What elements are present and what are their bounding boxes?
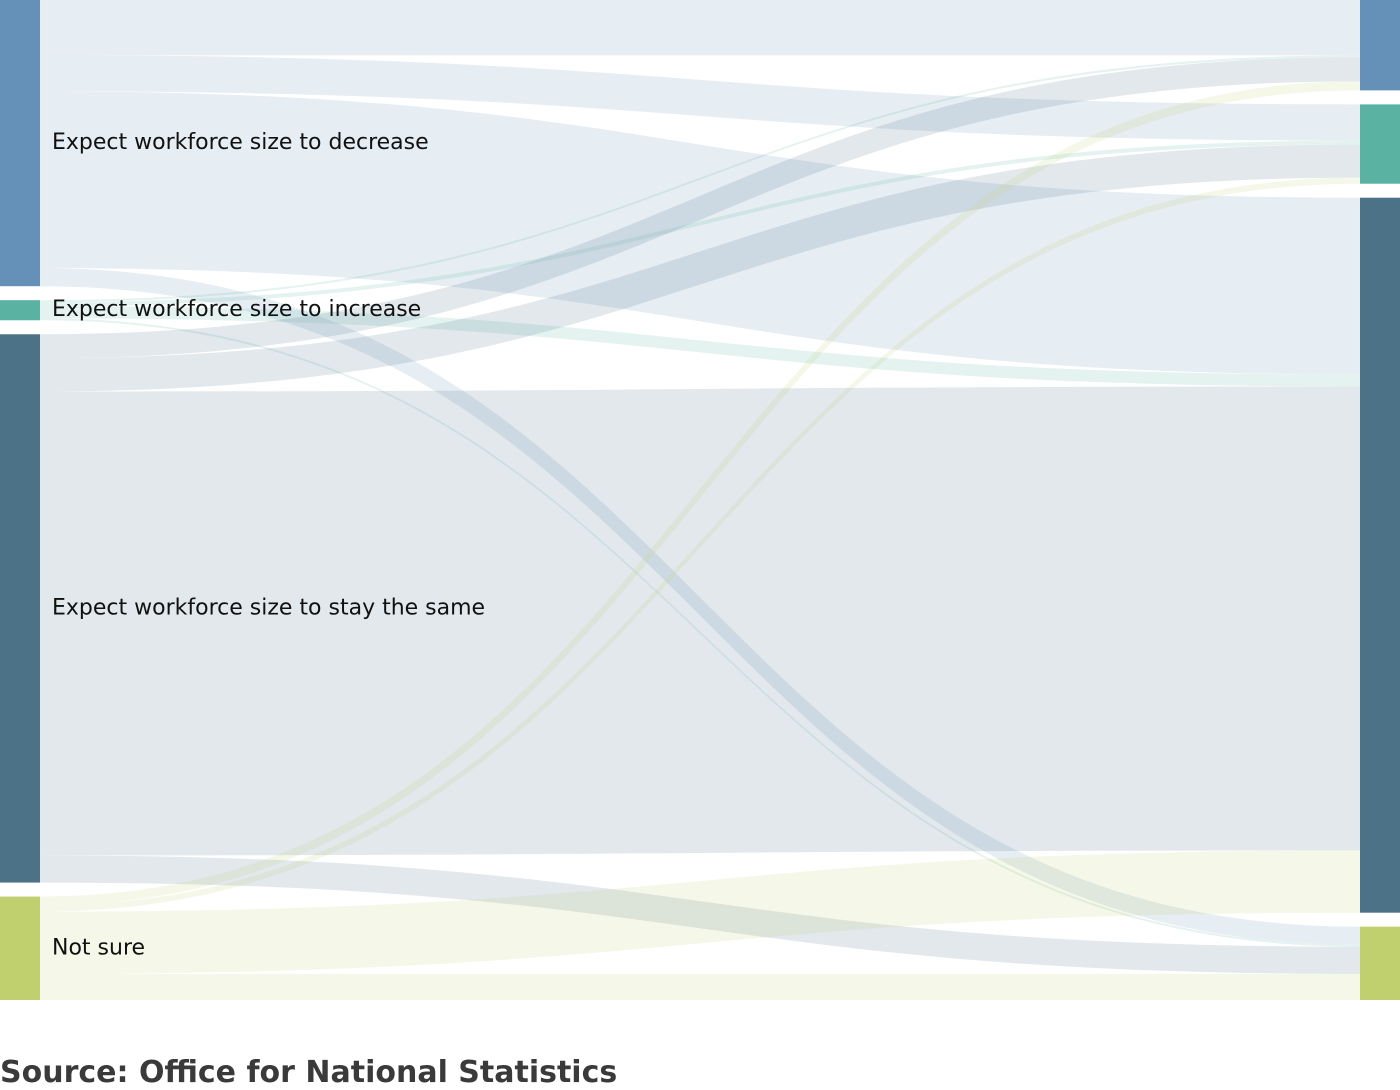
left-node-increase	[0, 300, 40, 321]
sankey-links	[40, 0, 1360, 1000]
sankey-diagram: Expect workforce size to decrease Expect …	[0, 0, 1400, 1000]
sankey-link-decrease-to-decrease	[40, 0, 1360, 56]
node-label-increase: Expect workforce size to increase	[52, 297, 421, 322]
sankey-link-decrease-to-same	[40, 91, 1360, 375]
sankey-link-notsure-to-same	[40, 850, 1360, 974]
sankey-link-same-to-same	[40, 386, 1360, 856]
sankey-link-increase-to-increase	[40, 140, 1360, 307]
node-label-same: Expect workforce size to stay the same	[52, 595, 485, 620]
sankey-link-increase-to-same	[40, 306, 1360, 387]
left-node-notsure	[0, 896, 40, 1000]
right-node-same	[1360, 197, 1400, 913]
sankey-link-notsure-to-increase	[40, 177, 1360, 912]
right-node-decrease	[1360, 0, 1400, 91]
right-node-notsure	[1360, 926, 1400, 1000]
sankey-link-increase-to-notsure	[40, 318, 1360, 947]
right-node-increase	[1360, 104, 1400, 184]
sankey-link-notsure-to-decrease	[40, 81, 1360, 906]
sankey-link-notsure-to-notsure	[40, 973, 1360, 1000]
sankey-node-labels: Expect workforce size to decrease Expect …	[52, 130, 485, 960]
node-label-decrease: Expect workforce size to decrease	[52, 130, 429, 155]
sankey-link-same-to-increase	[40, 144, 1360, 392]
sankey-link-same-to-decrease	[40, 57, 1360, 359]
node-label-notsure: Not sure	[52, 935, 145, 960]
sankey-link-decrease-to-increase	[40, 55, 1360, 141]
sankey-nodes	[0, 0, 1400, 1000]
sankey-link-same-to-notsure	[40, 855, 1360, 974]
sankey-link-decrease-to-notsure	[40, 268, 1360, 945]
left-node-same	[0, 334, 40, 883]
sankey-link-increase-to-decrease	[40, 55, 1360, 303]
source-note: Source: Office for National Statistics	[0, 1055, 618, 1090]
left-node-decrease	[0, 0, 40, 287]
